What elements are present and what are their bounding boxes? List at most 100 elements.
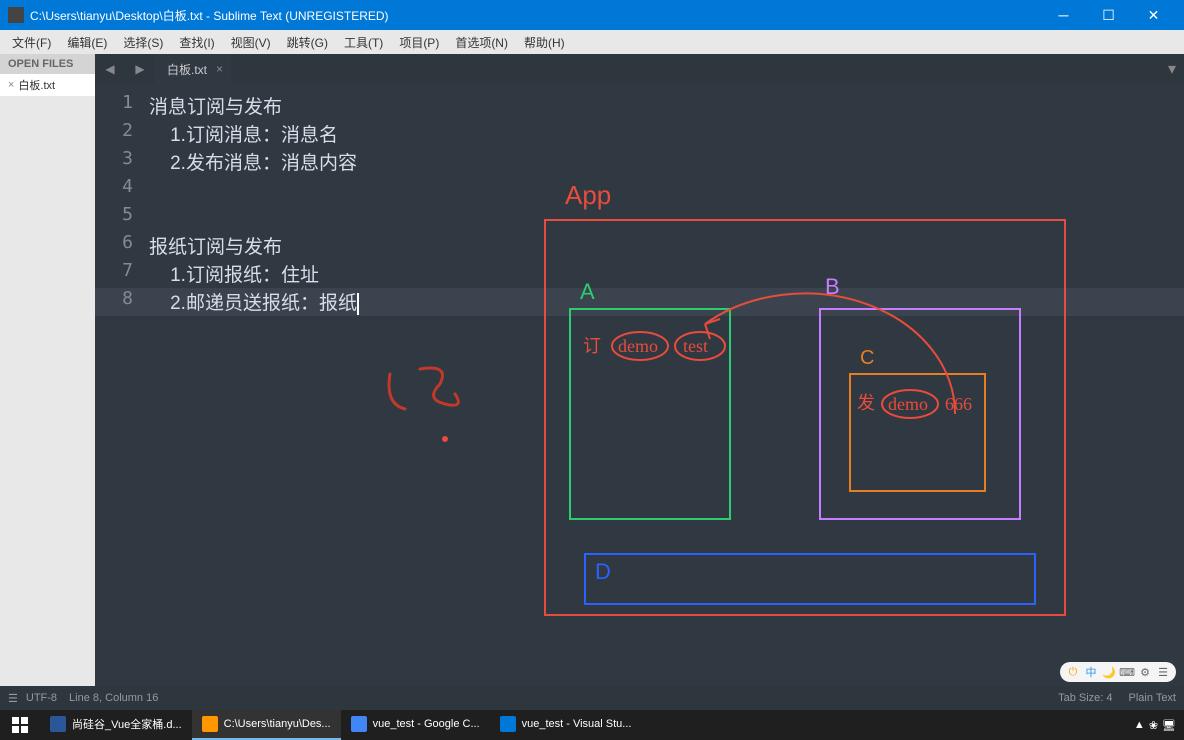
line-number: 3 [95, 148, 145, 176]
menu-view[interactable]: 视图(V) [223, 32, 279, 53]
app-icon [8, 7, 24, 23]
taskbar-label: 尚硅谷_Vue全家桶.d... [72, 716, 182, 732]
window-controls: ─ ☐ ✕ [1041, 0, 1176, 30]
diagram-box-b [820, 309, 1020, 519]
tab-bar: ◀ ▶ 白板.txt × ▾ [95, 54, 1184, 84]
ime-keyboard-icon[interactable]: ⌨ [1120, 665, 1134, 679]
start-button[interactable] [0, 710, 40, 740]
menu-file[interactable]: 文件(F) [4, 32, 59, 53]
annotation-c-circle1 [882, 390, 938, 418]
annotation-a-sub: 订 [583, 336, 601, 356]
menu-help[interactable]: 帮助(H) [516, 32, 573, 53]
tab-nav-prev[interactable]: ◀ [95, 54, 125, 84]
gutter: 1 2 3 4 5 6 7 8 [95, 84, 145, 686]
line-number: 8 [95, 288, 145, 316]
tab-label: 白板.txt [167, 61, 207, 78]
window-titlebar: C:\Users\tianyu\Desktop\白板.txt - Sublime… [0, 0, 1184, 30]
taskbar-label: C:\Users\tianyu\Des... [224, 718, 331, 730]
tab-nav-next[interactable]: ▶ [125, 54, 155, 84]
code-line: 报纸订阅与发布 [145, 232, 1184, 260]
taskbar-label: vue_test - Google C... [373, 718, 480, 730]
menu-bar: 文件(F) 编辑(E) 选择(S) 查找(I) 视图(V) 跳转(G) 工具(T… [0, 30, 1184, 54]
annotation-js [389, 368, 458, 409]
status-position[interactable]: Line 8, Column 16 [69, 692, 158, 704]
annotation-a-test: test [683, 336, 708, 356]
code-line [145, 176, 1184, 204]
tab-close-icon[interactable]: × [216, 62, 223, 76]
diagram-box-a [570, 309, 730, 519]
tab-dropdown[interactable]: ▾ [1160, 54, 1184, 84]
tab-file[interactable]: 白板.txt × [155, 54, 231, 84]
code-line [145, 204, 1184, 232]
main-container: OPEN FILES 白板.txt ◀ ▶ 白板.txt × ▾ 1 2 3 4… [0, 54, 1184, 686]
line-number: 5 [95, 204, 145, 232]
sidebar-file[interactable]: 白板.txt [0, 74, 95, 96]
annotation-a-demo: demo [618, 336, 658, 356]
taskbar-item[interactable]: vue_test - Google C... [341, 710, 490, 740]
ime-power-icon[interactable]: ⏻ [1066, 665, 1080, 679]
editor: ◀ ▶ 白板.txt × ▾ 1 2 3 4 5 6 7 8 消息订阅与发布 1… [95, 54, 1184, 686]
code-line: 1.订阅报纸：住址 [145, 260, 1184, 288]
ime-more-icon[interactable]: ☰ [1156, 665, 1170, 679]
window-title: C:\Users\tianyu\Desktop\白板.txt - Sublime… [30, 7, 1041, 24]
line-number: 6 [95, 232, 145, 260]
sidebar-file-label: 白板.txt [18, 77, 55, 93]
chrome-icon [351, 716, 367, 732]
ime-moon-icon[interactable]: 🌙 [1102, 665, 1116, 679]
code-line: 2.邮递员送报纸：报纸 [145, 288, 1184, 316]
annotation-c-666: 666 [945, 394, 972, 414]
annotation-a-circle2 [675, 332, 725, 360]
tray-up-icon[interactable]: ▲ [1134, 719, 1145, 731]
word-icon [50, 716, 66, 732]
menu-edit[interactable]: 编辑(E) [59, 32, 115, 53]
ime-settings-icon[interactable]: ⚙ [1138, 665, 1152, 679]
cursor [357, 293, 359, 315]
line-number: 4 [95, 176, 145, 204]
status-bar: ☰ UTF-8 Line 8, Column 16 Tab Size: 4 Pl… [0, 686, 1184, 710]
vscode-icon [500, 716, 516, 732]
sidebar: OPEN FILES 白板.txt [0, 54, 95, 686]
tray-monitor-icon[interactable]: 🖥 [1162, 719, 1176, 732]
diagram-label-d: D [595, 559, 611, 584]
code-line: 消息订阅与发布 [145, 92, 1184, 120]
menu-select[interactable]: 选择(S) [115, 32, 171, 53]
annotation-dot [442, 436, 448, 442]
annotation-c-demo: demo [888, 394, 928, 414]
diagram-box-c [850, 374, 985, 491]
taskbar: 尚硅谷_Vue全家桶.d... C:\Users\tianyu\Des... v… [0, 710, 1184, 740]
annotation-c-pub: 发 [857, 393, 875, 413]
code-area[interactable]: 1 2 3 4 5 6 7 8 消息订阅与发布 1.订阅消息：消息名 2.发布消… [95, 84, 1184, 686]
sidebar-header: OPEN FILES [0, 54, 95, 74]
system-tray[interactable]: ▲ ❀ 🖥 [1126, 719, 1184, 732]
taskbar-item[interactable]: 尚硅谷_Vue全家桶.d... [40, 710, 192, 740]
menu-goto[interactable]: 跳转(G) [279, 32, 336, 53]
ime-lang-icon[interactable]: 中 [1084, 665, 1098, 679]
diagram-label-c: C [860, 347, 874, 369]
code-content[interactable]: 消息订阅与发布 1.订阅消息：消息名 2.发布消息：消息内容 报纸订阅与发布 1… [145, 84, 1184, 686]
status-menu-icon[interactable]: ☰ [8, 692, 18, 705]
diagram-arrowhead [705, 319, 720, 339]
code-line-text: 2.邮递员送报纸：报纸 [149, 293, 357, 314]
minimize-button[interactable]: ─ [1041, 0, 1086, 30]
line-number: 7 [95, 260, 145, 288]
tray-flower-icon[interactable]: ❀ [1149, 719, 1158, 732]
line-number: 1 [95, 92, 145, 120]
line-number: 2 [95, 120, 145, 148]
taskbar-item[interactable]: C:\Users\tianyu\Des... [192, 710, 341, 740]
annotation-a-circle1 [612, 332, 668, 360]
status-syntax[interactable]: Plain Text [1129, 692, 1177, 704]
code-line: 1.订阅消息：消息名 [145, 120, 1184, 148]
sublime-icon [202, 716, 218, 732]
ime-tray[interactable]: ⏻ 中 🌙 ⌨ ⚙ ☰ [1060, 662, 1176, 682]
close-button[interactable]: ✕ [1131, 0, 1176, 30]
status-encoding[interactable]: UTF-8 [26, 692, 57, 704]
menu-preferences[interactable]: 首选项(N) [447, 32, 516, 53]
taskbar-item[interactable]: vue_test - Visual Stu... [490, 710, 642, 740]
taskbar-label: vue_test - Visual Stu... [522, 718, 632, 730]
status-tab-size[interactable]: Tab Size: 4 [1058, 692, 1112, 704]
menu-tools[interactable]: 工具(T) [336, 32, 391, 53]
menu-project[interactable]: 项目(P) [391, 32, 447, 53]
menu-find[interactable]: 查找(I) [171, 32, 222, 53]
code-line: 2.发布消息：消息内容 [145, 148, 1184, 176]
maximize-button[interactable]: ☐ [1086, 0, 1131, 30]
